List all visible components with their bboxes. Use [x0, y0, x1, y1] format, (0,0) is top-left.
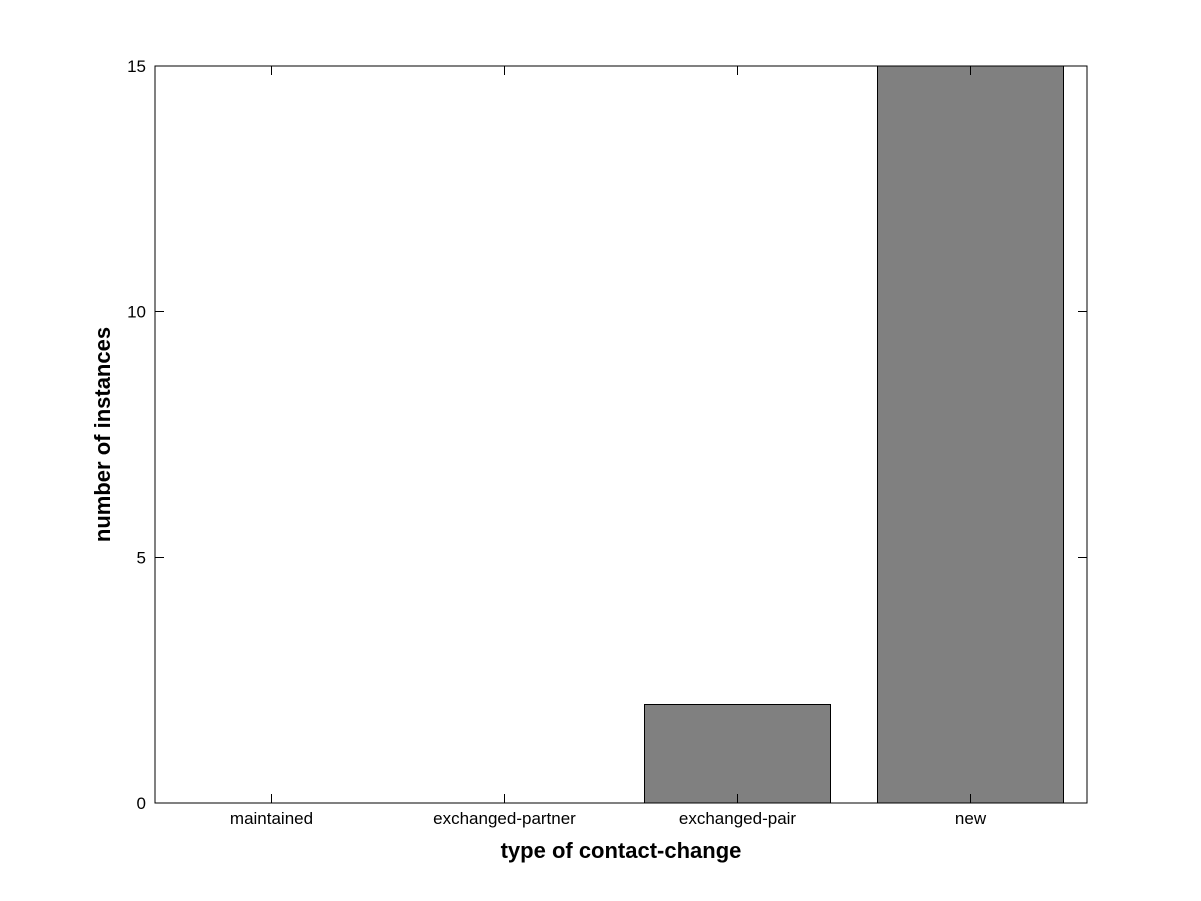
x-tick-label: maintained: [230, 809, 313, 828]
axes-box: [154, 65, 1088, 804]
y-tick-label: 5: [137, 548, 146, 567]
x-tick-label: new: [955, 809, 987, 828]
y-tick-label: 10: [127, 303, 146, 322]
bar-new: [876, 65, 1065, 804]
bar-exchanged-pair: [643, 704, 832, 804]
x-axis-label: type of contact-change: [501, 838, 742, 863]
y-tick-label: 0: [137, 794, 146, 813]
y-tick-label: 15: [127, 57, 146, 76]
x-tick-label: exchanged-pair: [679, 809, 797, 828]
x-tick-label: exchanged-partner: [433, 809, 576, 828]
y-axis-label: number of instances: [90, 327, 115, 542]
